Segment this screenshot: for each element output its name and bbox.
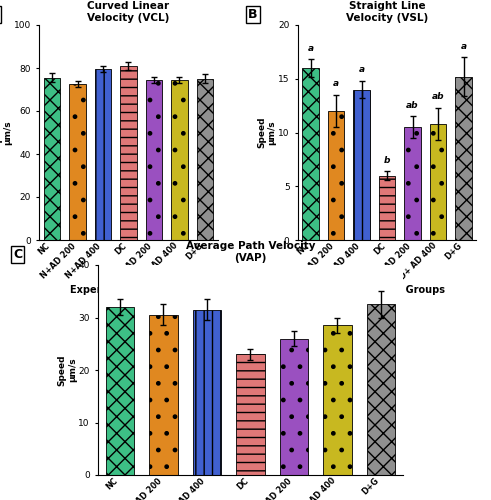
Bar	[171, 80, 188, 240]
Bar	[193, 310, 221, 475]
Bar	[106, 307, 134, 475]
Bar	[430, 124, 446, 240]
Y-axis label: Speed
μm/s: Speed μm/s	[57, 354, 77, 386]
Bar	[120, 66, 136, 240]
Text: B: B	[248, 8, 257, 21]
Bar	[280, 338, 308, 475]
Bar	[455, 76, 472, 240]
Bar	[149, 315, 178, 475]
Title: Average Path Velocity
(VAP): Average Path Velocity (VAP)	[186, 241, 315, 263]
Y-axis label: Speed
μm/s: Speed μm/s	[0, 116, 12, 148]
Text: C: C	[13, 248, 22, 261]
Bar	[302, 68, 319, 240]
Text: a: a	[307, 44, 314, 53]
Title: Curved Linear
Velocity (VCL): Curved Linear Velocity (VCL)	[87, 1, 170, 23]
Text: ab: ab	[432, 92, 444, 102]
Bar	[236, 354, 265, 475]
Y-axis label: Speed
μm/s: Speed μm/s	[257, 116, 277, 148]
Bar	[328, 111, 344, 240]
Text: b: b	[384, 156, 390, 165]
Text: a: a	[461, 42, 466, 51]
X-axis label: Experimental Groups: Experimental Groups	[329, 284, 445, 294]
Text: a: a	[358, 66, 365, 74]
Bar	[379, 176, 395, 240]
Bar	[146, 80, 162, 240]
Bar	[367, 304, 395, 475]
Text: ab: ab	[406, 101, 419, 110]
Bar	[95, 69, 111, 240]
Bar	[323, 326, 352, 475]
Bar	[404, 127, 421, 240]
Title: Straight Line
Velocity (VSL): Straight Line Velocity (VSL)	[346, 1, 428, 23]
Bar	[354, 90, 370, 240]
X-axis label: Experimental Groups: Experimental Groups	[71, 284, 187, 294]
Bar	[69, 84, 86, 240]
Bar	[44, 78, 60, 240]
Bar	[196, 78, 213, 240]
Text: a: a	[333, 80, 339, 88]
